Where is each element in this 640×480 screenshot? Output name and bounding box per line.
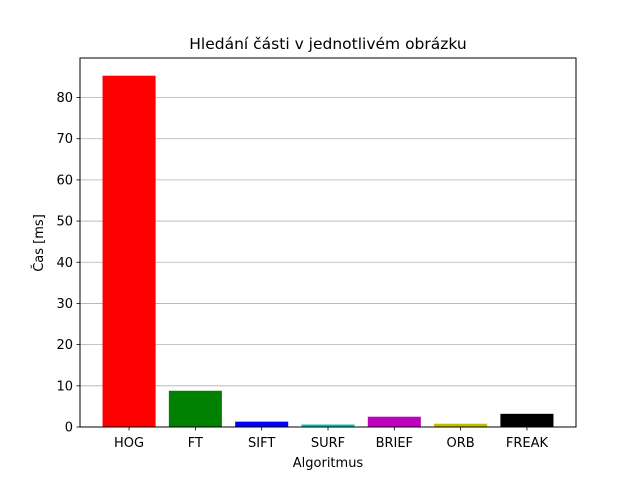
chart-title: Hledání části v jednotlivém obrázku (189, 35, 466, 53)
x-axis-ticks: HOG FT SIFT SURF BRIEF ORB FREAK (114, 427, 548, 451)
y-tick-label-10: 10 (56, 379, 73, 394)
y-tick-label-80: 80 (56, 91, 73, 106)
x-tick-label-hog: HOG (114, 436, 144, 451)
y-tick-label-40: 40 (56, 256, 73, 271)
y-axis-ticks: 0 10 20 30 40 50 60 70 80 (56, 91, 80, 436)
y-axis-label: Čas [ms] (31, 214, 47, 272)
y-tick-label-30: 30 (56, 297, 73, 312)
x-tick-label-brief: BRIEF (376, 436, 413, 451)
bar-sift (235, 421, 289, 427)
bar-ft (168, 390, 222, 427)
bar-surf (301, 424, 355, 427)
x-axis-label: Algoritmus (293, 456, 364, 471)
x-tick-label-freak: FREAK (506, 436, 549, 451)
x-tick-label-ft: FT (188, 436, 203, 451)
x-tick-label-orb: ORB (447, 436, 475, 451)
grid-lines (80, 97, 576, 387)
bar-freak (500, 413, 554, 427)
bars (102, 75, 554, 427)
y-tick-label-70: 70 (56, 132, 73, 147)
x-tick-label-sift: SIFT (248, 436, 275, 451)
bar-orb (434, 423, 488, 427)
bar-hog (102, 75, 156, 427)
x-tick-label-surf: SURF (311, 436, 345, 451)
y-tick-label-20: 20 (56, 338, 73, 353)
y-tick-label-50: 50 (56, 215, 73, 230)
y-tick-label-60: 60 (56, 173, 73, 188)
bar-brief (367, 416, 421, 427)
y-tick-label-0: 0 (65, 421, 73, 436)
